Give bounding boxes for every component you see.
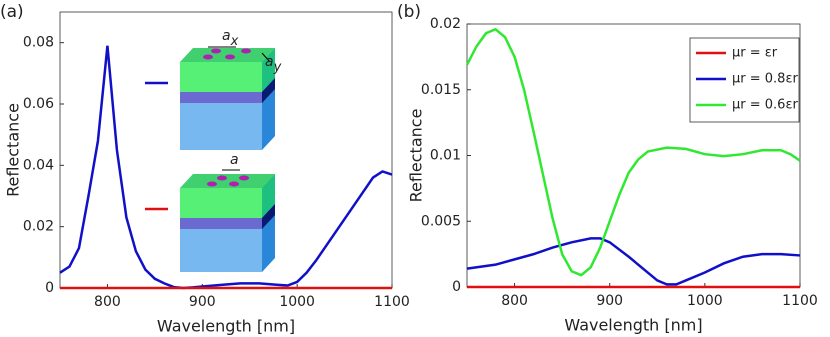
- annotation: a: [230, 152, 239, 168]
- cube-inset: [180, 169, 275, 272]
- y-axis-label: Reflectance: [407, 109, 426, 203]
- x-tick-label: 800: [94, 294, 121, 310]
- x-axis-label: Wavelength [nm]: [564, 316, 702, 335]
- x-tick-label: 1100: [374, 294, 410, 310]
- legend-label: μr = εr: [732, 46, 778, 61]
- x-tick-label: 1000: [687, 293, 723, 309]
- data-line: [466, 237, 801, 286]
- y-tick-label: 0.02: [430, 16, 461, 32]
- x-tick-label: 1000: [279, 294, 315, 310]
- x-tick-label: 900: [189, 294, 216, 310]
- data-line: [465, 27, 801, 277]
- y-tick-label: 0.02: [23, 219, 54, 235]
- y-tick-label: 0.08: [23, 35, 54, 51]
- x-tick-label: 800: [501, 293, 528, 309]
- annotation: ay: [265, 54, 282, 75]
- panel-label: (a): [0, 2, 24, 22]
- legend-label: μr = 0.8εr: [732, 72, 798, 87]
- panel-label: (b): [397, 2, 421, 22]
- cube-inset: [180, 46, 275, 150]
- x-tick-label: 1100: [782, 293, 818, 309]
- y-tick-label: 0.06: [23, 96, 54, 112]
- y-tick-label: 0.01: [430, 148, 461, 164]
- x-axis-label: Wavelength [nm]: [157, 317, 295, 336]
- structure-insets: [180, 46, 275, 272]
- y-axis-label: Reflectance: [4, 103, 23, 197]
- y-tick-label: 0: [45, 280, 54, 296]
- y-tick-label: 0: [452, 279, 461, 295]
- y-tick-label: 0.015: [421, 82, 461, 98]
- x-tick-label: 900: [596, 293, 623, 309]
- annotation: ax: [222, 28, 239, 49]
- legend-label: μr = 0.6εr: [732, 98, 798, 113]
- y-tick-label: 0.005: [421, 213, 461, 229]
- y-tick-label: 0.04: [23, 157, 54, 173]
